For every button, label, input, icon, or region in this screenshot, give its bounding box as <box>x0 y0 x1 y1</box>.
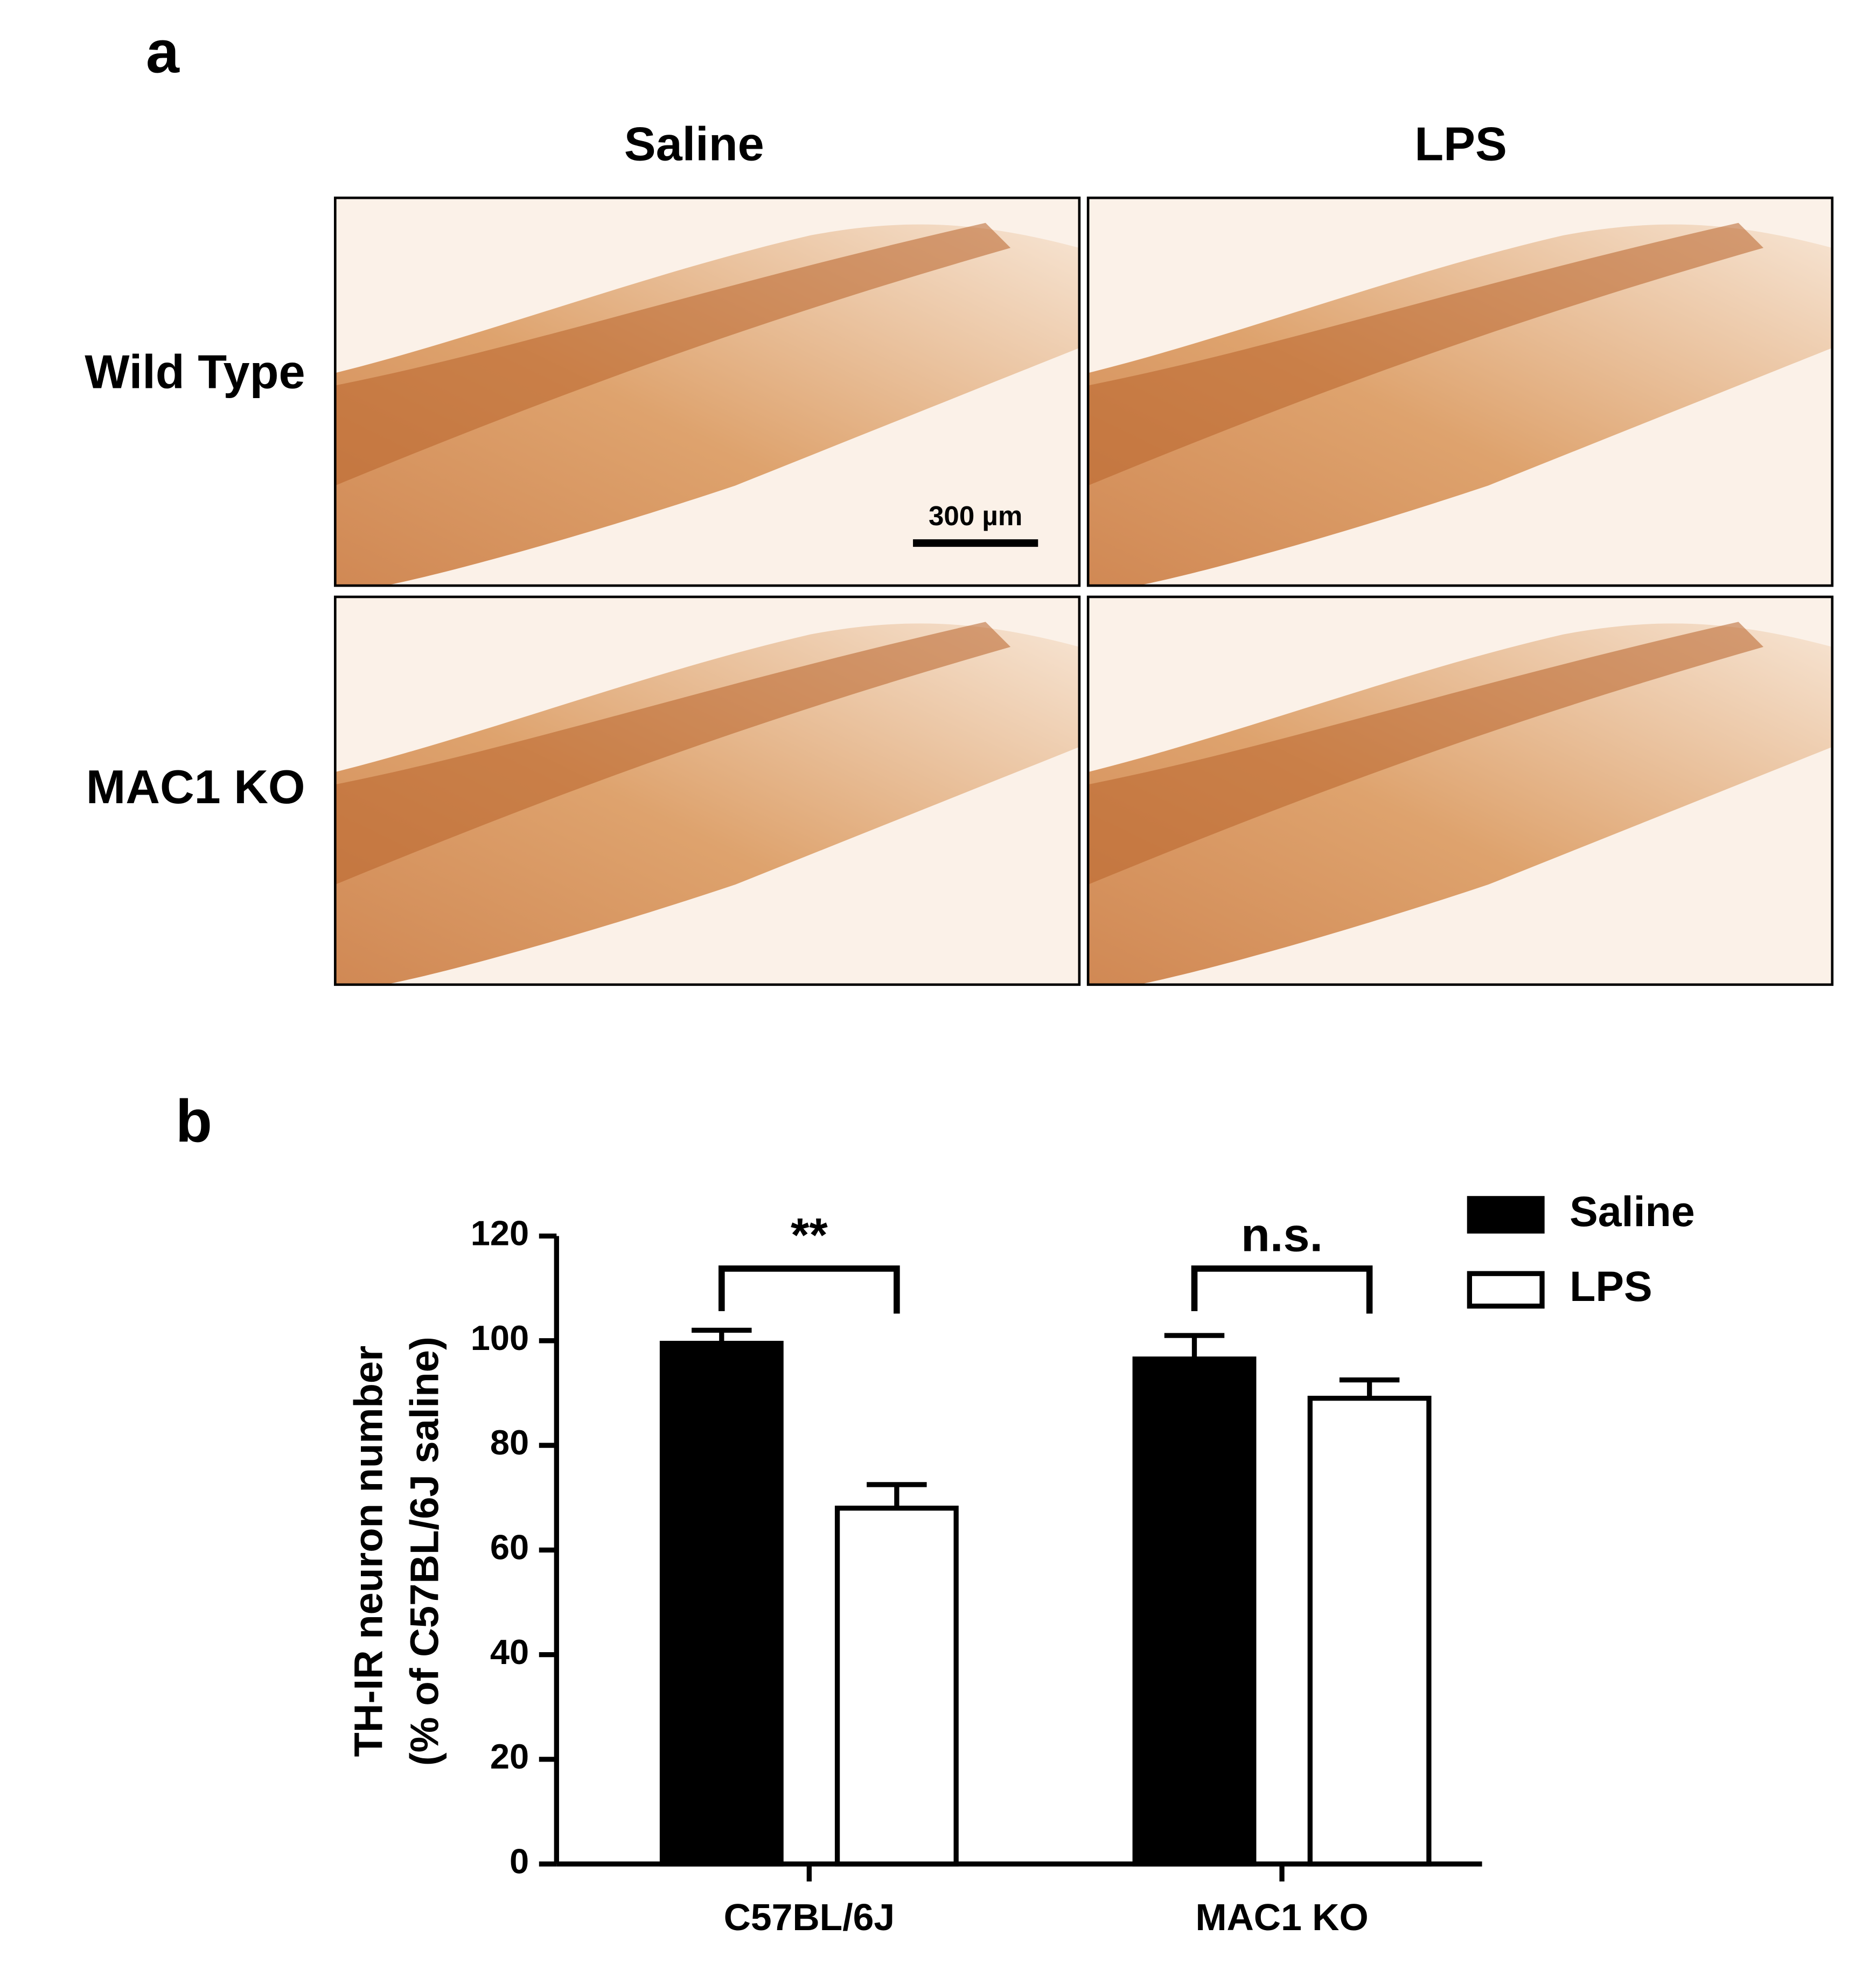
error-bar <box>867 1482 927 1508</box>
bar <box>834 1505 959 1867</box>
row-label: MAC1 KO <box>86 760 305 813</box>
row-label: Wild Type <box>85 345 305 398</box>
column-label: LPS <box>1414 117 1507 171</box>
significance-bracket <box>1191 1265 1373 1314</box>
panel-label: b <box>176 1088 212 1155</box>
y-tick-label: 20 <box>490 1737 529 1776</box>
legend-label: Saline <box>1570 1188 1695 1235</box>
y-tick-label: 120 <box>471 1214 529 1253</box>
y-axis-label: TH-IR neuron number <box>346 1346 390 1757</box>
significance-bracket <box>718 1265 900 1314</box>
y-tick-label: 100 <box>471 1318 529 1358</box>
legend-label: LPS <box>1570 1263 1652 1310</box>
y-axis-label: (% of C57BL/6J saline) <box>402 1336 447 1766</box>
y-tick-label: 40 <box>490 1632 529 1672</box>
significance-label: n.s. <box>1241 1208 1323 1261</box>
error-bar <box>1339 1377 1400 1398</box>
micrograph <box>1088 198 1832 586</box>
micrograph <box>1088 597 1832 985</box>
y-tick-label: 0 <box>510 1841 529 1881</box>
legend-swatch <box>1467 1196 1545 1234</box>
bar-chart: 0 20 40 60 80 100 120 C57BL/6J ** MAC1 KO n.s. Sali… <box>471 1188 1695 1938</box>
significance-label: ** <box>791 1208 828 1261</box>
y-tick-label: 80 <box>490 1423 529 1462</box>
panel-label: a <box>146 18 180 85</box>
column-label: Saline <box>624 117 764 171</box>
bar <box>659 1341 784 1867</box>
error-bar <box>1164 1333 1225 1359</box>
micrograph <box>335 597 1079 985</box>
bar <box>1132 1356 1257 1867</box>
scale-bar-label: 300 µm <box>929 500 1022 531</box>
x-tick-label: MAC1 KO <box>1195 1896 1368 1938</box>
y-tick-label: 60 <box>490 1528 529 1567</box>
legend-swatch <box>1467 1271 1545 1309</box>
bar <box>1307 1396 1432 1867</box>
x-tick-label: C57BL/6J <box>724 1896 895 1938</box>
